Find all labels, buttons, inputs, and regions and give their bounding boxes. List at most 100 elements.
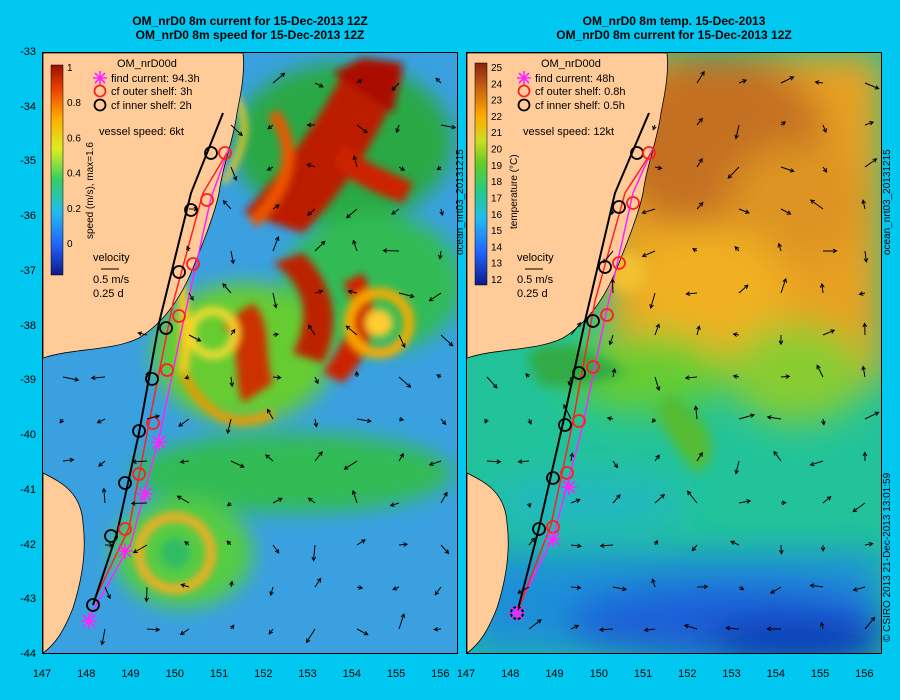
lon-tick-label: 148 bbox=[501, 668, 520, 680]
velocity-arrow bbox=[691, 544, 698, 552]
right-model-name: OM_nrD00d bbox=[541, 58, 601, 70]
velocity-arrow bbox=[738, 499, 752, 504]
land-tasmania bbox=[43, 472, 85, 653]
velocity-arrow bbox=[230, 166, 238, 181]
right-map-panel[interactable]: OM_nrD00d find current: 48h cf outer she… bbox=[466, 52, 882, 654]
right-map-svg: OM_nrD00d find current: 48h cf outer she… bbox=[467, 53, 881, 653]
velocity-arrow bbox=[858, 291, 866, 296]
velocity-arrow bbox=[272, 72, 286, 84]
left-velocity-time: 0.25 d bbox=[93, 288, 124, 300]
velocity-arrow bbox=[864, 411, 880, 420]
right-title-line2: OM_nrD0 8m current for 15-Dec-2013 12Z bbox=[556, 28, 792, 42]
velocity-arrow bbox=[104, 542, 114, 548]
velocity-arrow bbox=[100, 628, 106, 646]
lat-tick-label: -33 bbox=[20, 46, 36, 58]
velocity-arrow bbox=[230, 250, 236, 265]
velocity-arrow bbox=[428, 460, 442, 466]
velocity-arrow bbox=[307, 497, 316, 504]
velocity-arrow bbox=[567, 376, 573, 386]
velocity-arrow bbox=[649, 292, 656, 310]
velocity-arrow bbox=[654, 376, 661, 392]
velocity-arrow bbox=[610, 278, 615, 294]
velocity-arrow bbox=[773, 450, 782, 462]
left-velocity-scale: 0.5 m/s bbox=[93, 274, 130, 286]
velocity-arrow bbox=[351, 489, 358, 504]
lon-tick-label: 148 bbox=[77, 668, 96, 680]
velocity-arrow bbox=[345, 325, 358, 336]
velocity-arrow bbox=[266, 408, 274, 420]
velocity-arrow bbox=[137, 331, 148, 336]
velocity-arrow bbox=[693, 405, 699, 420]
velocity-arrow bbox=[184, 541, 190, 546]
velocity-arrow bbox=[132, 544, 148, 554]
find-current-markers-right bbox=[509, 479, 577, 621]
velocity-arrow bbox=[819, 621, 825, 630]
velocity-arrow bbox=[439, 208, 444, 217]
velocity-arrow bbox=[347, 289, 358, 295]
velocity-arrow bbox=[528, 619, 542, 630]
velocity-arrow bbox=[178, 418, 190, 427]
velocity-arrow bbox=[819, 282, 825, 294]
velocity-arrow bbox=[651, 578, 656, 588]
velocity-arrow bbox=[96, 418, 106, 424]
right-legend-inner: cf inner shelf: 0.5h bbox=[535, 100, 625, 112]
velocity-arrow bbox=[780, 500, 787, 506]
velocity-arrow bbox=[738, 413, 756, 420]
velocity-arrows bbox=[59, 72, 457, 646]
colorbar-tick-label: 24 bbox=[491, 79, 503, 90]
velocity-arrow bbox=[398, 452, 404, 462]
velocity-arrow bbox=[822, 248, 838, 254]
velocity-arrow bbox=[382, 248, 400, 254]
velocity-arrow bbox=[130, 501, 148, 506]
velocity-arrow bbox=[696, 325, 701, 336]
velocity-arrow bbox=[313, 418, 319, 428]
right-side-label: ocean_nrt03_20131215 bbox=[882, 149, 893, 255]
velocity-arrow bbox=[608, 334, 614, 346]
velocity-arrow bbox=[398, 613, 406, 630]
velocity-arrow bbox=[144, 586, 149, 603]
lat-tick-label: -42 bbox=[20, 538, 36, 551]
right-panel-title: OM_nrD0 8m temp. 15-Dec-2013 OM_nrD0 8m … bbox=[466, 14, 882, 42]
velocity-arrow bbox=[606, 416, 614, 421]
right-legend: OM_nrD00d find current: 48h cf outer she… bbox=[517, 58, 626, 138]
velocity-arrow bbox=[780, 166, 795, 173]
velocity-arrow bbox=[180, 583, 190, 588]
velocity-arrow bbox=[821, 418, 826, 426]
left-map-panel[interactable]: OM_nrD00d find current: 94.3h cf outer s… bbox=[42, 52, 458, 654]
velocity-arrow bbox=[643, 627, 656, 633]
colorbar-tick-label: 21 bbox=[491, 128, 503, 139]
velocity-arrow bbox=[146, 627, 161, 632]
lon-tick-label: 147 bbox=[456, 668, 476, 680]
velocity-arrow bbox=[436, 374, 442, 379]
left-colorbar-ticks: 1 0.8 0.6 0.4 0.2 0 bbox=[67, 63, 81, 250]
velocity-arrow bbox=[864, 616, 876, 630]
lon-tick-label: 149 bbox=[545, 668, 564, 680]
velocity-arrow bbox=[864, 158, 878, 168]
velocity-arrow bbox=[809, 583, 824, 589]
velocity-arrow bbox=[602, 250, 614, 264]
velocity-arrow bbox=[438, 250, 443, 260]
velocity-arrow bbox=[314, 376, 319, 385]
velocity-arrow bbox=[822, 329, 836, 336]
velocity-arrow bbox=[222, 200, 232, 210]
velocity-arrow bbox=[62, 376, 80, 382]
lon-tick-label: 154 bbox=[342, 668, 361, 680]
velocity-arrow bbox=[356, 79, 363, 84]
velocity-arrow bbox=[864, 541, 874, 547]
velocity-arrow bbox=[440, 544, 450, 555]
velocity-arrow bbox=[738, 208, 750, 214]
velocity-arrow bbox=[229, 580, 234, 588]
lon-tick-label: 151 bbox=[633, 668, 653, 680]
route-magenta-right bbox=[514, 147, 654, 614]
velocity-arrow bbox=[612, 494, 621, 504]
velocity-arrow bbox=[696, 157, 703, 168]
velocity-arrow bbox=[611, 367, 617, 378]
velocity-arrow bbox=[398, 542, 409, 547]
velocity-arrow bbox=[230, 328, 236, 336]
lat-tick-label: -38 bbox=[20, 319, 36, 332]
velocity-arrow bbox=[861, 365, 866, 378]
lon-tick-label: 156 bbox=[855, 668, 874, 680]
lat-tick-label: -44 bbox=[20, 648, 36, 660]
velocity-arrow bbox=[307, 208, 316, 216]
route-red bbox=[92, 152, 228, 604]
